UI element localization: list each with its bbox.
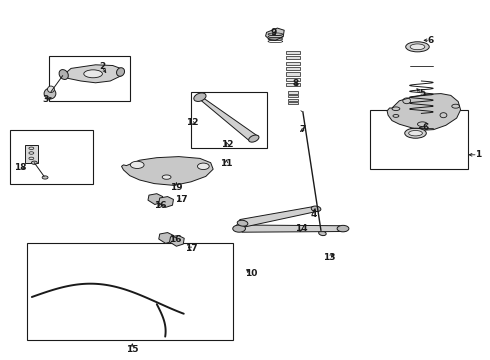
Bar	[286, 67, 300, 70]
Bar	[286, 51, 300, 54]
Bar	[286, 62, 300, 65]
Bar	[288, 102, 298, 104]
Bar	[286, 56, 300, 59]
Ellipse shape	[162, 175, 171, 179]
Text: 6: 6	[427, 36, 433, 45]
Text: 3: 3	[42, 94, 48, 104]
Ellipse shape	[405, 128, 426, 138]
Bar	[370, 110, 468, 169]
Text: 13: 13	[323, 253, 336, 262]
Text: 4: 4	[310, 210, 317, 219]
Ellipse shape	[409, 130, 422, 136]
Ellipse shape	[410, 44, 425, 50]
Ellipse shape	[337, 225, 349, 232]
Polygon shape	[122, 157, 213, 185]
Text: 7: 7	[299, 125, 306, 134]
Bar	[286, 78, 300, 81]
Polygon shape	[266, 28, 284, 40]
Text: 18: 18	[14, 163, 27, 172]
Text: 15: 15	[126, 345, 139, 354]
Text: 8: 8	[293, 79, 298, 88]
Ellipse shape	[237, 220, 248, 226]
Bar	[10, 130, 93, 184]
Text: 11: 11	[220, 159, 233, 168]
Ellipse shape	[197, 163, 209, 170]
Ellipse shape	[117, 68, 124, 76]
Ellipse shape	[130, 161, 144, 168]
Polygon shape	[170, 235, 184, 246]
Text: 17: 17	[175, 195, 188, 204]
Text: 19: 19	[170, 183, 183, 192]
Ellipse shape	[311, 206, 321, 212]
Polygon shape	[159, 197, 173, 207]
Ellipse shape	[48, 86, 54, 93]
Text: 1: 1	[475, 150, 481, 159]
Bar	[27, 243, 233, 340]
Text: 16: 16	[154, 201, 167, 210]
Text: 12: 12	[186, 118, 198, 127]
Ellipse shape	[248, 135, 259, 142]
Text: 12: 12	[221, 140, 234, 149]
Bar	[288, 95, 298, 97]
Bar	[286, 72, 300, 76]
Bar	[288, 99, 298, 101]
Bar	[286, 83, 300, 86]
Bar	[288, 91, 298, 94]
Ellipse shape	[84, 70, 102, 78]
Ellipse shape	[44, 88, 56, 99]
Polygon shape	[159, 233, 173, 243]
Text: 16: 16	[169, 235, 182, 244]
Ellipse shape	[59, 69, 68, 80]
Bar	[49, 56, 130, 101]
Bar	[191, 92, 267, 148]
Polygon shape	[240, 207, 319, 227]
Text: 14: 14	[294, 224, 307, 233]
Text: 5: 5	[419, 89, 425, 98]
Polygon shape	[63, 65, 122, 83]
Polygon shape	[387, 94, 461, 130]
Text: 6: 6	[422, 123, 428, 132]
Text: 2: 2	[99, 62, 105, 71]
Bar	[24, 145, 38, 163]
Polygon shape	[236, 225, 346, 232]
Ellipse shape	[42, 176, 48, 179]
Ellipse shape	[318, 231, 326, 235]
Ellipse shape	[194, 93, 206, 102]
Polygon shape	[195, 95, 259, 140]
Ellipse shape	[233, 225, 245, 232]
Text: 9: 9	[270, 28, 277, 37]
Text: 17: 17	[185, 244, 197, 253]
Ellipse shape	[31, 161, 37, 164]
Ellipse shape	[406, 42, 429, 52]
Text: 10: 10	[245, 269, 257, 278]
Polygon shape	[148, 194, 163, 204]
